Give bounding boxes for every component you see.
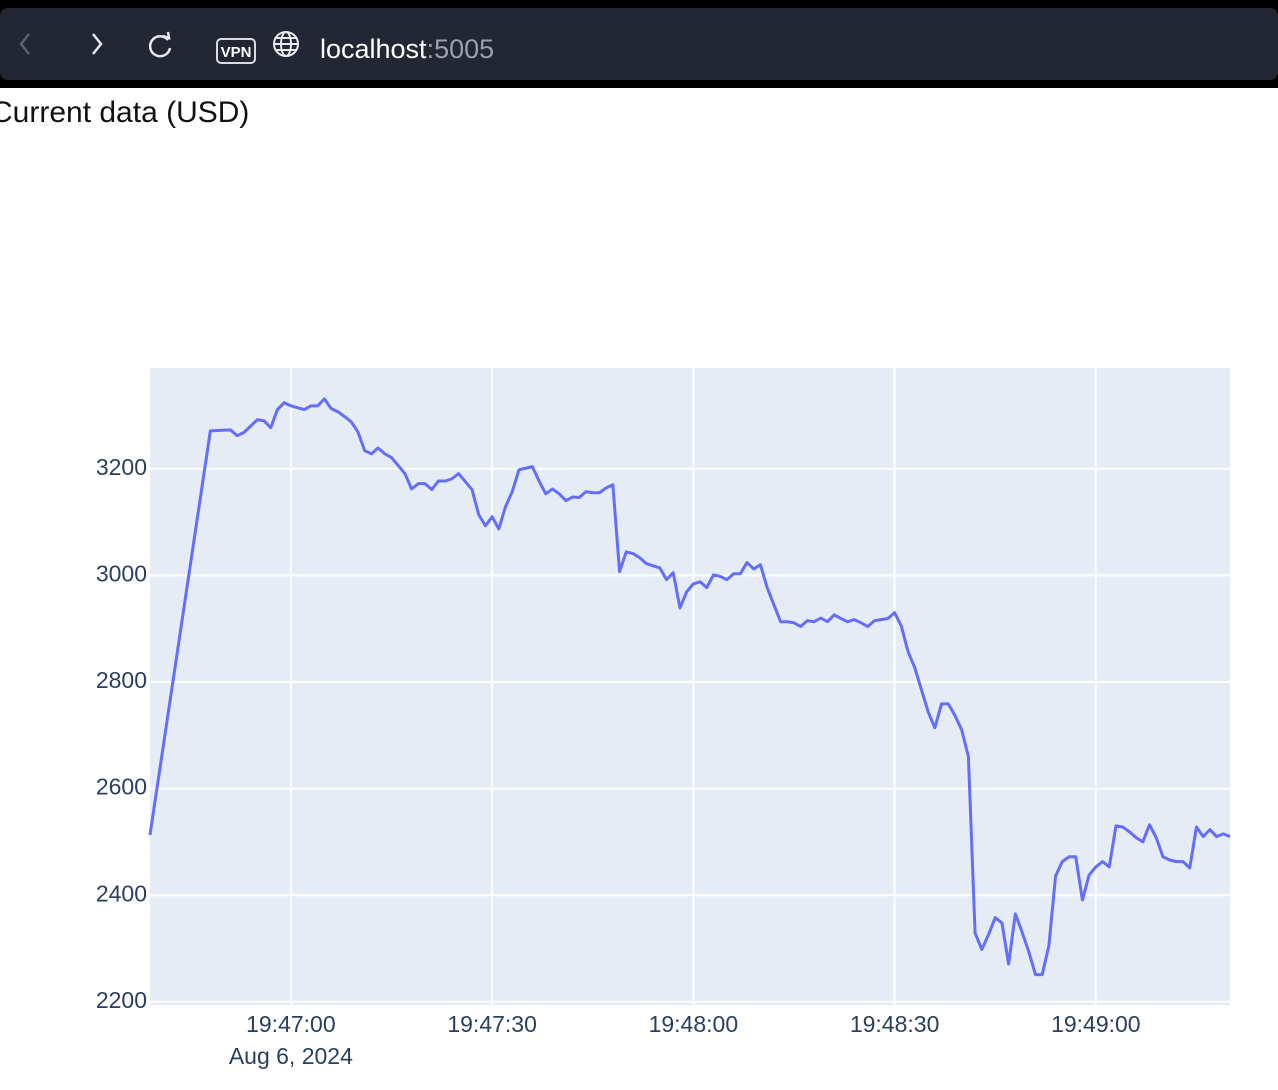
x-date-label: Aug 6, 2024 [229, 1043, 353, 1069]
y-tick-label: 3200 [96, 454, 147, 480]
y-tick-label: 2600 [96, 774, 147, 800]
address-bar[interactable]: localhost:5005 [320, 34, 494, 65]
y-tick-label: 2200 [96, 987, 147, 1013]
url-host: localhost [320, 34, 427, 64]
x-tick-label: 19:47:00 [246, 1011, 336, 1037]
data-line [148, 397, 1231, 977]
browser-frame: VPN localhost:5005 [0, 0, 1278, 88]
plot-area [150, 368, 1230, 1005]
x-tick-label: 19:48:30 [850, 1011, 940, 1037]
vpn-badge[interactable]: VPN [216, 38, 256, 64]
browser-toolbar: VPN localhost:5005 [0, 8, 1278, 80]
page-heading: Current data (USD) [0, 96, 250, 129]
x-tick-label: 19:49:00 [1051, 1011, 1141, 1037]
reload-button[interactable] [148, 35, 172, 58]
y-tick-label: 2800 [96, 667, 147, 693]
y-tick-label: 3000 [96, 560, 147, 586]
x-tick-label: 19:48:00 [649, 1011, 739, 1037]
url-port: :5005 [426, 34, 495, 64]
forward-button[interactable] [92, 33, 103, 55]
y-tick-label: 2400 [96, 880, 147, 906]
x-tick-label: 19:47:30 [447, 1011, 537, 1037]
nav-icons [19, 31, 299, 58]
reload-arrow [162, 31, 171, 40]
back-button[interactable] [19, 33, 30, 55]
globe-icon [273, 31, 299, 57]
